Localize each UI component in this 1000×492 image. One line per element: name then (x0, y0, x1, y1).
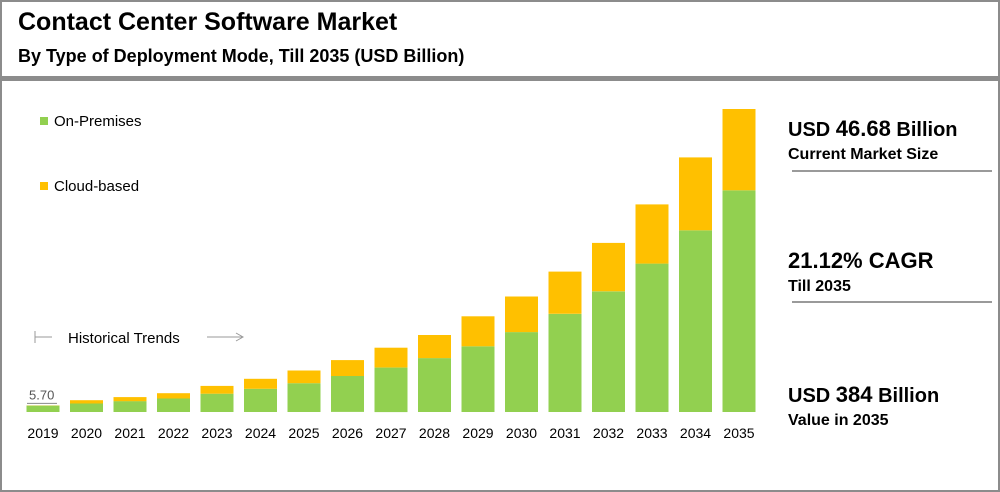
bar-on-premises-2023 (200, 393, 234, 412)
x-tick-label-2021: 2021 (114, 425, 145, 441)
x-tick-label-2029: 2029 (462, 425, 493, 441)
stat-current-market-size: USD 46.68 Billion Current Market Size (788, 116, 958, 164)
x-tick-label-2028: 2028 (419, 425, 450, 441)
x-tick-label-2025: 2025 (288, 425, 319, 441)
stat-current-prefix: USD (788, 119, 836, 141)
data-labels: 5.70 (27, 387, 57, 404)
stat-future-value: USD 384 Billion Value in 2035 (788, 382, 939, 430)
chart-title: Contact Center Software Market (18, 8, 398, 36)
chart-subtitle: By Type of Deployment Mode, Till 2035 (U… (18, 46, 465, 66)
bar-on-premises-2029 (461, 346, 495, 412)
historical-arrow-icon (235, 332, 245, 342)
bar-on-premises-2035 (722, 190, 756, 412)
legend-swatch-cloud-based (40, 182, 48, 190)
stat-future-prefix: USD (788, 385, 836, 407)
x-tick-label-2031: 2031 (549, 425, 580, 441)
stat-current-caption: Current Market Size (788, 146, 939, 163)
legend-label-cloud-based: Cloud-based (54, 178, 139, 195)
bar-on-premises-2032 (592, 291, 625, 412)
bar-cloud-based-2035 (722, 109, 756, 191)
legend: On-Premises Cloud-based (40, 113, 142, 195)
bar-cloud-based-2022 (157, 393, 190, 399)
bar-cloud-based-2026 (331, 360, 364, 376)
stat-future-value-number: 384 (835, 382, 873, 407)
x-tick-label-2033: 2033 (636, 425, 667, 441)
bar-cloud-based-2034 (679, 157, 712, 231)
data-label-2019: 5.70 (29, 387, 54, 402)
bar-on-premises-2027 (374, 367, 408, 413)
stat-future-suffix: Billion (872, 385, 940, 407)
bar-cloud-based-2020 (70, 400, 103, 404)
x-tick-label-2035: 2035 (723, 425, 754, 441)
bar-on-premises-2022 (157, 398, 190, 412)
stat-future-caption: Value in 2035 (788, 412, 889, 429)
x-tick-label-2032: 2032 (593, 425, 624, 441)
stat-future-headline: USD 384 Billion (788, 382, 939, 408)
x-tick-label-2023: 2023 (201, 425, 232, 441)
x-tick-label-2034: 2034 (680, 425, 711, 441)
historical-trends-marker: Historical Trends (34, 330, 245, 347)
x-tick-label-2022: 2022 (158, 425, 189, 441)
legend-label-on-premises: On-Premises (54, 113, 142, 130)
stat-cagr: 21.12% CAGR Till 2035 (788, 248, 934, 296)
bar-cloud-based-2023 (200, 385, 234, 394)
x-tick-label-2019: 2019 (27, 425, 58, 441)
bar-on-premises-2021 (113, 401, 147, 412)
x-tick-label-2024: 2024 (245, 425, 276, 441)
bar-cloud-based-2021 (113, 397, 147, 402)
stat-current-value: 46.68 (835, 116, 891, 141)
bar-on-premises-2028 (418, 358, 451, 412)
bar-cloud-based-2029 (461, 316, 495, 347)
x-tick-label-2020: 2020 (71, 425, 102, 441)
legend-swatch-on-premises (40, 117, 48, 125)
stat-current-headline: USD 46.68 Billion (788, 116, 958, 142)
bar-cloud-based-2025 (287, 370, 321, 384)
x-tick-label-2030: 2030 (506, 425, 537, 441)
x-axis-tick-labels: 2019 2020 2021 2022 2023 2024 2025 2026 2027 2028… (27, 425, 754, 441)
bar-cloud-based-2027 (374, 347, 408, 368)
stat-cagr-caption: Till 2035 (788, 278, 851, 295)
header-divider (2, 76, 998, 81)
bar-cloud-based-2033 (635, 204, 669, 264)
bar-on-premises-2024 (244, 388, 277, 412)
bar-cloud-based-2024 (244, 378, 277, 389)
stat-cagr-headline: 21.12% CAGR (788, 248, 934, 273)
historical-trends-label: Historical Trends (68, 330, 180, 347)
x-tick-label-2026: 2026 (332, 425, 363, 441)
bar-on-premises-2030 (505, 332, 538, 412)
stat-divider-2 (792, 301, 992, 303)
bar-on-premises-2019 (26, 405, 60, 412)
bars-group (26, 109, 756, 413)
x-tick-label-2027: 2027 (375, 425, 406, 441)
bar-cloud-based-2031 (548, 271, 582, 314)
bar-on-premises-2020 (70, 403, 103, 412)
bar-on-premises-2026 (331, 375, 364, 412)
bar-on-premises-2031 (548, 313, 582, 412)
bar-on-premises-2025 (287, 383, 321, 412)
bar-on-premises-2034 (679, 230, 712, 412)
stat-divider-1 (792, 170, 992, 172)
stat-current-suffix: Billion (890, 119, 958, 141)
bar-on-premises-2033 (635, 263, 669, 412)
bar-cloud-based-2032 (592, 242, 625, 292)
bar-cloud-based-2028 (418, 335, 451, 359)
bar-cloud-based-2030 (505, 296, 538, 333)
